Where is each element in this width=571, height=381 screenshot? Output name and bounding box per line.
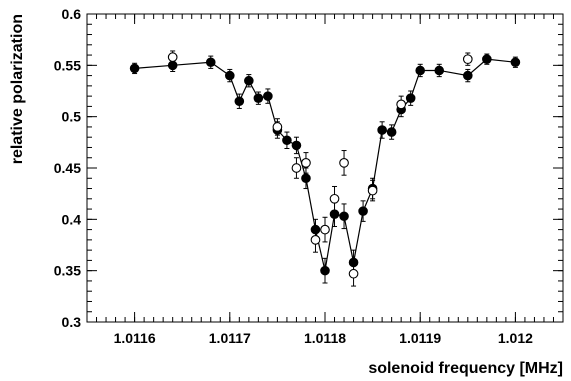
filled-data-point	[339, 211, 349, 222]
y-tick-label: 0.55	[54, 57, 81, 73]
filled-data-point	[263, 91, 273, 101]
filled-data-point	[386, 127, 397, 137]
tick-labels: 0.3 0.35 0.4 0.45 0.5 0.55 0.6 1.0116 1.0117 1.01…	[54, 6, 533, 346]
y-tick-label: 0.6	[62, 6, 82, 22]
x-tick-label: 1.012	[498, 330, 533, 346]
y-axis-label: relative polarization	[9, 14, 26, 164]
open-data-point	[367, 185, 378, 196]
filled-data-point	[405, 93, 416, 103]
x-tick-label: 1.0117	[209, 330, 251, 346]
filled-data-point	[482, 54, 492, 64]
open-data-point	[339, 158, 349, 168]
error-bars	[132, 50, 518, 287]
y-tick-label: 0.4	[62, 211, 82, 227]
y-tick-label: 0.35	[54, 263, 81, 279]
filled-data-point	[253, 93, 264, 103]
filled-data-point	[310, 224, 321, 235]
x-tick-label: 1.0118	[304, 330, 346, 346]
open-data-point	[291, 163, 302, 173]
axis-ticks	[86, 13, 564, 323]
open-data-point	[348, 268, 359, 279]
filled-data-point	[291, 140, 302, 151]
filled-data-point	[434, 65, 445, 76]
y-tick-label: 0.45	[54, 160, 81, 176]
open-data-point	[462, 54, 473, 65]
open-data-point	[396, 99, 407, 110]
filled-data-point	[463, 70, 473, 81]
filled-data-point	[320, 265, 330, 276]
filled-data-point	[329, 209, 340, 219]
data-points	[129, 52, 521, 279]
open-data-point	[167, 52, 178, 62]
open-data-point	[272, 122, 283, 132]
series-0-line	[134, 58, 516, 271]
open-data-point	[301, 158, 311, 168]
open-data-point	[329, 193, 340, 204]
y-tick-label: 0.5	[62, 109, 82, 125]
x-axis-label: solenoid frequency [MHz]	[368, 360, 563, 377]
x-tick-label: 1.0119	[399, 330, 441, 346]
y-tick-label: 0.3	[62, 314, 82, 330]
series-line	[134, 58, 516, 271]
x-tick-label: 1.0116	[114, 330, 156, 346]
open-data-point	[320, 224, 330, 235]
filled-data-point	[348, 257, 359, 268]
filled-data-point	[415, 65, 426, 76]
filled-data-point	[129, 63, 140, 74]
filled-data-point	[282, 135, 292, 146]
filled-data-point	[234, 96, 245, 107]
filled-data-point	[358, 206, 368, 216]
filled-data-point	[510, 57, 521, 68]
filled-data-point	[225, 70, 235, 81]
filled-data-point	[301, 173, 311, 184]
filled-data-point	[377, 125, 387, 135]
open-data-point	[310, 235, 321, 245]
filled-data-point	[205, 57, 216, 68]
filled-data-point	[167, 60, 178, 71]
filled-data-point	[244, 75, 254, 86]
